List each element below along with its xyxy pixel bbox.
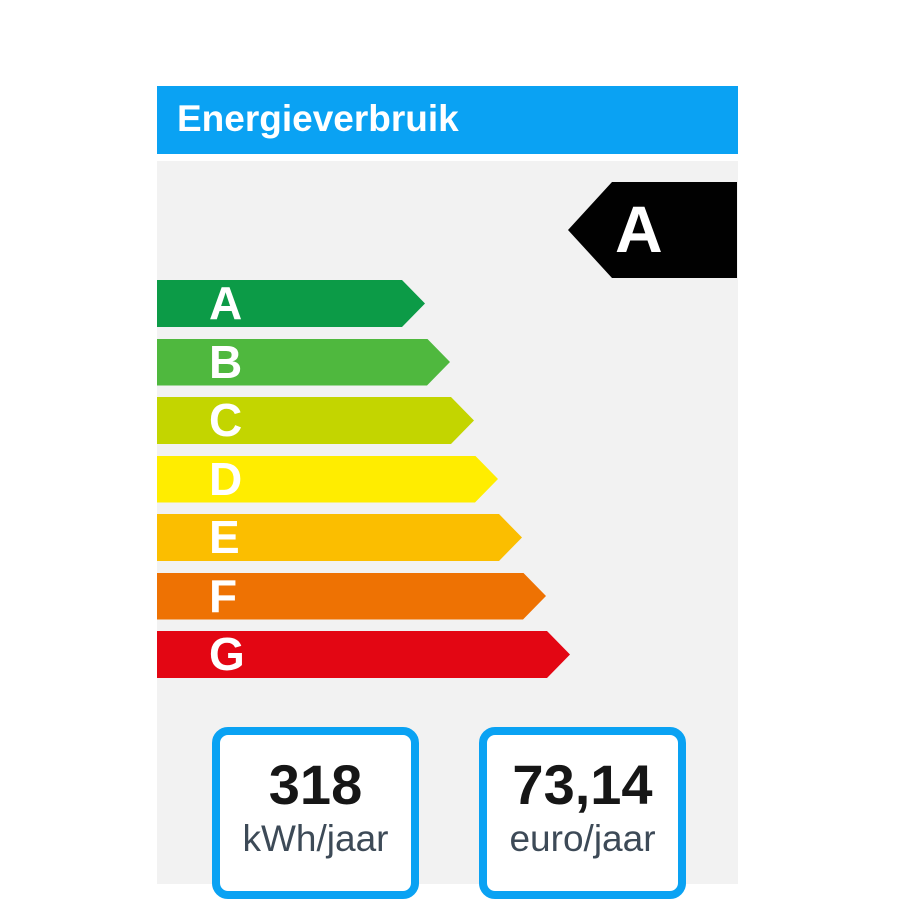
scale-bar-d: D — [157, 456, 498, 503]
scale-bar-g: G — [157, 631, 570, 678]
scale-bar-grade: F — [209, 569, 238, 622]
scale-bar-b: B — [157, 339, 450, 386]
panel-header: Energieverbruik — [157, 86, 738, 154]
scale-bar-c: C — [157, 397, 474, 444]
rating-grade: A — [615, 192, 663, 266]
consumption-box: 318 kWh/jaar — [212, 727, 419, 899]
cost-value: 73,14 — [512, 753, 653, 816]
cost-box: 73,14 euro/jaar — [479, 727, 686, 899]
scale-bar-f: F — [157, 573, 546, 620]
consumption-value: 318 — [268, 753, 363, 816]
scale-bar-grade: C — [209, 394, 243, 446]
scale-bar-grade: D — [209, 452, 243, 505]
stats-row: 318 kWh/jaar 73,14 euro/jaar — [212, 727, 686, 899]
scale-bar-grade: B — [209, 335, 243, 388]
scale-bar-grade: A — [209, 277, 243, 329]
cost-unit: euro/jaar — [509, 818, 656, 859]
scale-bar-grade: E — [209, 511, 240, 563]
scale-bar-grade: G — [209, 628, 245, 680]
scale-bar-e: E — [157, 514, 522, 561]
scale-bar-a: A — [157, 280, 425, 327]
panel-title: Energieverbruik — [177, 98, 459, 139]
consumption-unit: kWh/jaar — [242, 818, 389, 859]
